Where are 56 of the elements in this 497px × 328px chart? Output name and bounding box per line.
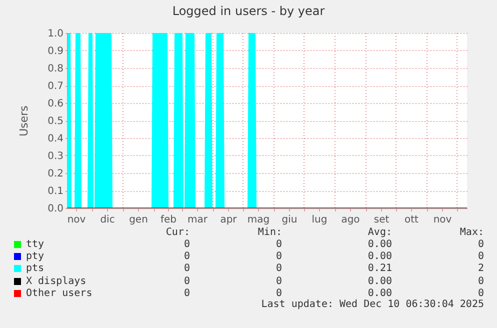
x-tick-label: set	[374, 214, 390, 226]
text: 0	[184, 251, 190, 264]
x-tick-label: mar	[188, 214, 208, 226]
y-tick-label: 0.4	[48, 134, 64, 144]
text: 0	[184, 263, 190, 276]
x-tick-label: nov	[433, 214, 452, 226]
text: 0.00	[368, 239, 392, 251]
text: 0	[478, 276, 484, 288]
chart-title: Logged in users - by year	[171, 4, 326, 18]
text: Min:	[258, 227, 282, 239]
y-tick-label: 0.2	[48, 168, 64, 180]
y-axis-title: Users	[18, 105, 31, 136]
text: 0	[478, 288, 484, 300]
legend-label: pts	[26, 263, 44, 276]
text: 0	[478, 239, 484, 251]
text: 0	[478, 251, 484, 264]
text: 0	[276, 288, 282, 300]
y-tick-label: 0.5	[48, 116, 64, 127]
text: 2	[478, 263, 484, 276]
legend-label: X displays	[26, 276, 86, 288]
x-tick-label: dic	[100, 214, 115, 226]
y-tick-label: 0.1	[48, 186, 64, 197]
text: 0	[184, 239, 190, 251]
y-tick-label: 1.0	[48, 28, 64, 40]
text: Avg:	[368, 227, 392, 239]
x-tick-label: nov	[67, 214, 86, 226]
y-tick-label: 0.6	[48, 98, 64, 110]
text: Last update: Wed Dec 10 06:30:04 2025	[261, 299, 484, 311]
y-tick-label: 0.8	[48, 64, 64, 74]
text: 0.00	[368, 276, 392, 288]
x-tick-label: lug	[312, 214, 328, 226]
text: 0.00	[368, 288, 392, 300]
x-tick-label: ott	[404, 214, 419, 226]
text: 0	[276, 251, 282, 264]
text: Max:	[460, 227, 484, 239]
x-tick-label: giu	[282, 214, 298, 226]
y-tick-label: 0.0	[48, 204, 64, 214]
text: 0.00	[368, 251, 392, 264]
x-tick-label: gen	[129, 214, 148, 226]
x-tick-label: ago	[341, 214, 360, 226]
text: 0.21	[368, 263, 392, 276]
text: 0	[184, 276, 190, 288]
text: 0	[184, 288, 190, 300]
x-tick-label: feb	[160, 214, 177, 226]
x-tick-label: mag	[247, 214, 270, 226]
text: Cur:	[166, 227, 190, 239]
legend-label: Other users	[26, 288, 92, 300]
text: 0	[276, 263, 282, 276]
text: 0	[276, 276, 282, 288]
y-tick-label: 0.7	[48, 81, 64, 92]
y-tick-label: 0.9	[48, 46, 64, 57]
x-tick-label: apr	[220, 214, 238, 226]
text: 0	[276, 239, 282, 251]
legend-label: tty	[26, 239, 44, 251]
legend-label: pty	[26, 251, 44, 264]
y-tick-label: 0.3	[48, 151, 64, 162]
